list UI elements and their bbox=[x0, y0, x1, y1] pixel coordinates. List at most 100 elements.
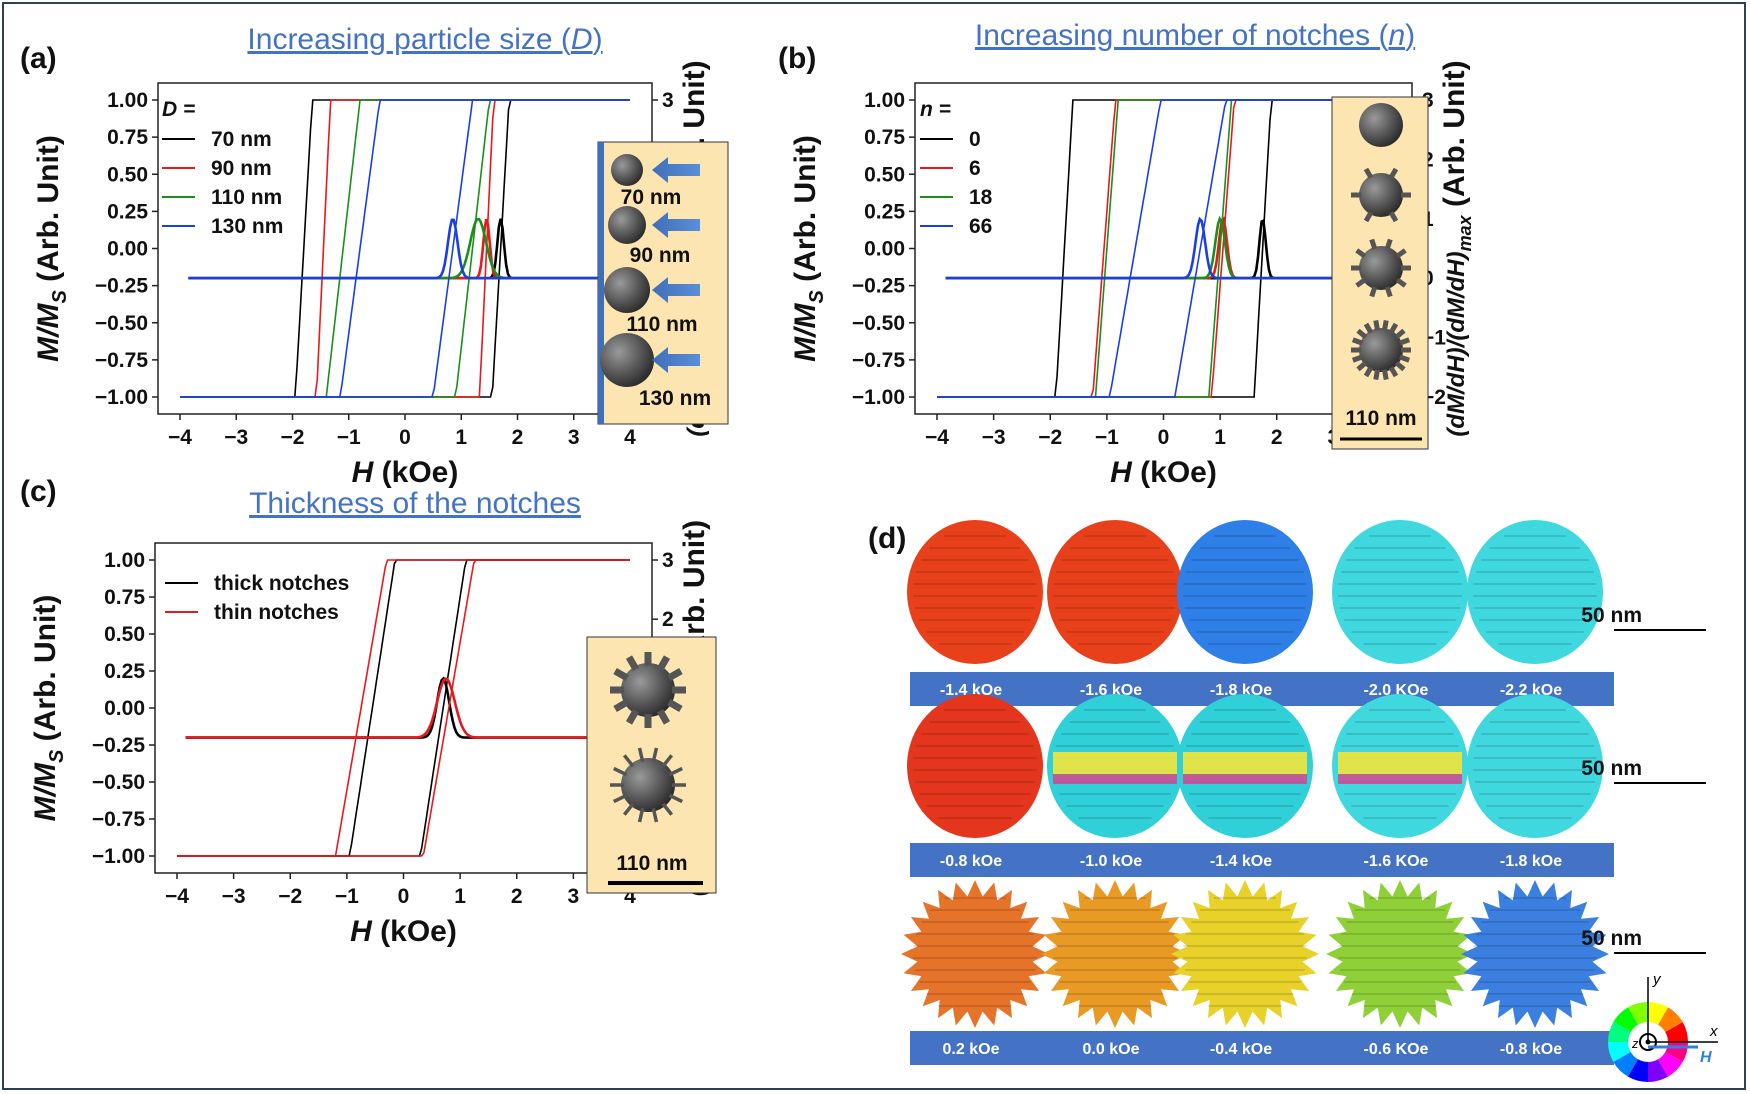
snapshot-3-1 bbox=[901, 880, 1049, 1028]
loop-branch-ascending bbox=[180, 99, 630, 398]
magnetization-sphere bbox=[1047, 520, 1183, 664]
y2-axis-label: (dM/dH)/(dM/dH)max (Arb. Unit) bbox=[1438, 60, 1475, 436]
legend-title: n = bbox=[920, 98, 951, 121]
inset-size-label: 130 nm bbox=[639, 387, 711, 410]
magnetization-particle bbox=[1041, 880, 1189, 1028]
legend-label: 18 bbox=[969, 186, 993, 209]
y-tick-label: −0.25 bbox=[95, 275, 148, 298]
field-value-label: -1.4 kOe bbox=[1210, 853, 1272, 870]
x-tick-label: −2 bbox=[1038, 426, 1062, 449]
chart-title: Increasing particle size (D) bbox=[247, 23, 602, 56]
x-tick-label: 1 bbox=[1214, 426, 1226, 449]
y-tick-label: 0.00 bbox=[864, 238, 905, 261]
x-tick-label: −3 bbox=[224, 426, 248, 449]
x-tick-label: 2 bbox=[511, 885, 523, 908]
notch bbox=[1388, 366, 1399, 378]
y-tick-label: 0.25 bbox=[107, 200, 148, 223]
notch bbox=[1384, 238, 1393, 250]
y-axis-label: M/MS (Arb. Unit) bbox=[32, 135, 71, 362]
field-value-label: -0.6 KOe bbox=[1364, 1041, 1429, 1058]
notch bbox=[1373, 320, 1380, 331]
domain-wall bbox=[1183, 752, 1307, 774]
panel-b: −4−3−2−101234−1.00−0.75−0.50−0.250.000.2… bbox=[778, 19, 1475, 489]
notch bbox=[667, 698, 683, 713]
notch bbox=[625, 655, 640, 671]
notch bbox=[613, 793, 628, 804]
field-value-label: 0.2 kOe bbox=[943, 1041, 1000, 1058]
field-value-label: -2.2 kOe bbox=[1500, 682, 1562, 699]
legend-label: 6 bbox=[969, 157, 981, 180]
loop-branch-ascending bbox=[937, 99, 1390, 398]
snapshot-1-4 bbox=[1332, 520, 1468, 664]
inset-size-label: 90 nm bbox=[630, 244, 691, 267]
loop-branch-descending bbox=[937, 99, 1390, 398]
derivative-peak bbox=[185, 677, 622, 739]
snapshot-2-1 bbox=[907, 694, 1043, 838]
notch bbox=[613, 766, 628, 777]
x-axis-label: H (kOe) bbox=[352, 456, 459, 489]
field-value-label: -1.4 kOe bbox=[940, 682, 1002, 699]
y-tick-label: 1.00 bbox=[107, 89, 148, 112]
notch bbox=[668, 793, 683, 804]
derivative-peak bbox=[945, 216, 1382, 280]
snapshot-2-4 bbox=[1332, 694, 1468, 838]
magnetization-sphere bbox=[907, 694, 1043, 838]
x-tick-label: 1 bbox=[455, 426, 467, 449]
field-value-label: -1.8 kOe bbox=[1500, 853, 1562, 870]
inset-bar bbox=[598, 142, 604, 424]
legend-label: 70 nm bbox=[211, 128, 272, 151]
legend-title: D = bbox=[162, 98, 195, 121]
y-tick-label: −0.50 bbox=[92, 771, 145, 794]
magnetization-particle bbox=[901, 880, 1049, 1028]
panel-d: (d) -1.4 kOe -1.6 kOe -1.8 kOe -2.0 KOe -2.2 … bbox=[868, 520, 1718, 1082]
field-value-label: -0.8 kOe bbox=[940, 853, 1002, 870]
magnetization-sphere bbox=[907, 520, 1043, 664]
notch bbox=[1363, 167, 1374, 179]
notch bbox=[1382, 369, 1389, 380]
loop-branch-ascending bbox=[937, 99, 1390, 398]
notch bbox=[1395, 277, 1407, 288]
y2-tick-label: 2 bbox=[662, 608, 674, 631]
field-value-label: 0.0 kOe bbox=[1083, 1041, 1140, 1058]
derivative-peak bbox=[945, 216, 1382, 280]
magnetization-sphere bbox=[1177, 520, 1313, 664]
notch bbox=[667, 667, 683, 682]
legend-label: 0 bbox=[969, 128, 981, 151]
field-value-label: -0.8 kOe bbox=[1500, 1041, 1562, 1058]
magnetization-sphere bbox=[1467, 520, 1603, 664]
notch bbox=[1363, 366, 1374, 378]
notch bbox=[656, 709, 671, 725]
domain-wall bbox=[1338, 752, 1462, 774]
domain-wall bbox=[1338, 774, 1462, 784]
field-value-label: -2.0 KOe bbox=[1364, 682, 1429, 699]
loop-branch-descending bbox=[937, 99, 1390, 398]
snapshot-3-2 bbox=[1041, 880, 1189, 1028]
y-axis-label: M/MS (Arb. Unit) bbox=[789, 135, 828, 362]
x-axis-label: H (kOe) bbox=[1110, 456, 1217, 489]
notch bbox=[661, 802, 674, 816]
scale-bar-label: 50 nm bbox=[1581, 604, 1642, 627]
legend-label: 110 nm bbox=[211, 186, 282, 209]
chart-title: Increasing number of notches (n) bbox=[975, 19, 1415, 52]
x-tick-label: −3 bbox=[222, 885, 246, 908]
panel-a: −4 −3 −2 −1 0 1 2 3 4 −1.00 −0.75 −0.50 −0.25 0.00 0.2… bbox=[20, 23, 729, 489]
notch bbox=[1369, 286, 1378, 298]
notch bbox=[625, 709, 640, 725]
derivative-peak bbox=[188, 218, 622, 280]
x-tick-label: 2 bbox=[1271, 426, 1283, 449]
particle-sphere bbox=[611, 154, 643, 186]
x-tick-label: −2 bbox=[278, 885, 302, 908]
notched-particle bbox=[621, 758, 675, 812]
x-tick-label: 3 bbox=[568, 426, 580, 449]
x-tick-label: −4 bbox=[165, 885, 189, 908]
y-tick-label: 0.25 bbox=[864, 200, 905, 223]
notch bbox=[1351, 337, 1364, 346]
field-arrow bbox=[652, 347, 700, 373]
notched-particle bbox=[1359, 103, 1403, 147]
legend-label: 130 nm bbox=[211, 215, 283, 238]
notch bbox=[668, 766, 683, 777]
notched-particle bbox=[1359, 328, 1403, 372]
particle-sphere bbox=[608, 206, 646, 244]
notch bbox=[1394, 360, 1406, 372]
